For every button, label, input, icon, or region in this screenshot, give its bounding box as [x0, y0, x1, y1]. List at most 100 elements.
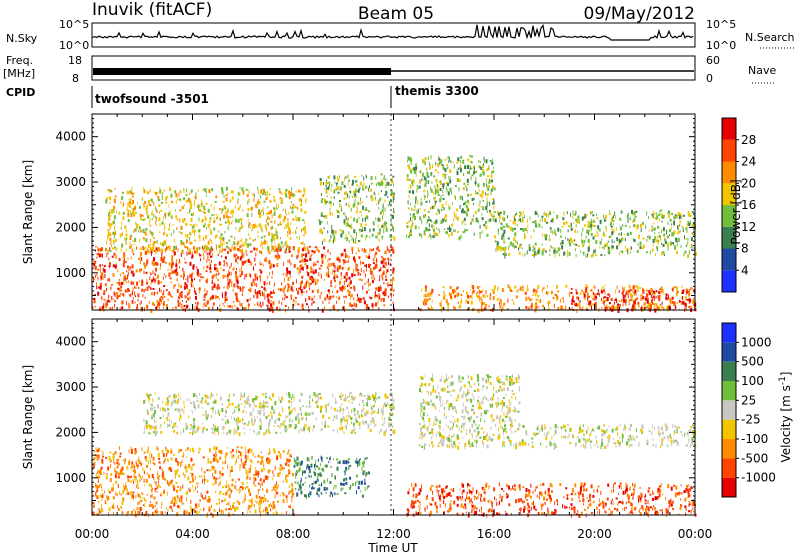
heatmap-cell — [465, 185, 467, 188]
heatmap-cell — [352, 179, 354, 184]
heatmap-cell — [160, 257, 163, 262]
heatmap-cell — [551, 246, 554, 249]
colorbar-segment — [722, 161, 736, 184]
heatmap-cell — [548, 214, 549, 218]
heatmap-cell — [245, 188, 248, 191]
heatmap-cell — [115, 247, 118, 251]
heatmap-cell — [620, 250, 623, 253]
heatmap-cell — [95, 249, 97, 252]
heatmap-cell — [424, 183, 427, 188]
heatmap-cell — [183, 204, 185, 207]
heatmap-cell — [109, 209, 111, 213]
heatmap-cell — [543, 212, 545, 215]
heatmap-cell — [382, 272, 385, 276]
heatmap-cell — [193, 246, 195, 251]
heatmap-cell — [355, 190, 358, 193]
heatmap-cell — [303, 226, 306, 230]
heatmap-cell — [491, 179, 494, 183]
heatmap-cell — [379, 231, 381, 235]
heatmap-cell — [428, 223, 430, 228]
heatmap-cell — [203, 471, 206, 474]
heatmap-cell — [183, 190, 185, 194]
heatmap-cell — [618, 300, 620, 302]
heatmap-cell — [413, 167, 416, 171]
heatmap-cell — [139, 247, 142, 251]
heatmap-cell — [385, 184, 387, 189]
power-heatmap — [92, 155, 697, 313]
heatmap-cell — [313, 262, 315, 267]
heatmap-cell — [262, 301, 264, 306]
heatmap-cell — [657, 239, 660, 242]
heatmap-cell — [174, 284, 177, 287]
heatmap-cell — [278, 256, 280, 259]
heatmap-cell — [129, 200, 131, 204]
heatmap-cell — [273, 207, 275, 210]
heatmap-cell — [266, 282, 268, 285]
heatmap-cell — [308, 305, 309, 308]
heatmap-cell — [259, 483, 261, 488]
heatmap-cell — [387, 248, 390, 251]
heatmap-cell — [116, 281, 119, 284]
heatmap-cell — [577, 245, 580, 247]
heatmap-cell — [377, 224, 379, 228]
heatmap-cell — [100, 247, 103, 252]
heatmap-cell — [613, 215, 615, 219]
heatmap-cell — [114, 451, 117, 455]
heatmap-cell — [172, 453, 175, 456]
heatmap-cell — [248, 261, 251, 264]
heatmap-cell — [612, 219, 615, 222]
heatmap-cell — [110, 223, 113, 226]
heatmap-cell — [263, 494, 265, 497]
heatmap-cell — [176, 271, 179, 276]
heatmap-cell — [105, 300, 107, 305]
heatmap-cell — [143, 264, 146, 269]
heatmap-cell — [555, 294, 558, 296]
heatmap-cell — [354, 198, 356, 202]
heatmap-cell — [456, 287, 459, 290]
heatmap-cell — [693, 226, 695, 231]
heatmap-cell — [534, 251, 536, 256]
heatmap-cell — [248, 468, 251, 471]
heatmap-cell — [267, 206, 269, 209]
heatmap-cell — [145, 271, 148, 274]
heatmap-cell — [101, 510, 104, 513]
heatmap-cell — [124, 275, 127, 278]
heatmap-cell — [202, 497, 205, 500]
heatmap-cell — [126, 206, 128, 211]
heatmap-cell — [375, 217, 377, 221]
heatmap-cell — [205, 202, 208, 205]
heatmap-cell — [329, 262, 331, 267]
heatmap-cell — [130, 448, 133, 453]
heatmap-cell — [155, 267, 157, 272]
heatmap-cell — [287, 473, 289, 477]
heatmap-cell — [211, 504, 212, 508]
heatmap-cell — [330, 281, 331, 284]
heatmap-cell — [457, 167, 459, 170]
heatmap-cell — [550, 212, 552, 216]
heatmap-cell — [184, 234, 186, 238]
heatmap-cell — [166, 491, 168, 496]
heatmap-cell — [502, 253, 505, 256]
heatmap-cell — [688, 212, 690, 217]
heatmap-cell — [515, 295, 518, 299]
heatmap-cell — [194, 196, 197, 200]
heatmap-cell — [379, 275, 381, 279]
heatmap-cell — [183, 274, 185, 278]
heatmap-cell — [128, 461, 131, 465]
heatmap-cell — [198, 287, 201, 291]
heatmap-cell — [605, 225, 607, 229]
heatmap-cell — [392, 198, 394, 203]
heatmap-cell — [296, 267, 299, 271]
heatmap-cell — [263, 479, 265, 483]
heatmap-cell — [377, 289, 380, 292]
heatmap-cell — [355, 305, 358, 308]
heatmap-cell — [231, 483, 234, 487]
heatmap-cell — [279, 197, 282, 200]
heatmap-cell — [258, 501, 261, 506]
heatmap-cell — [185, 491, 188, 495]
heatmap-cell — [96, 472, 98, 476]
heatmap-cell — [249, 505, 252, 508]
heatmap-cell — [133, 208, 135, 212]
heatmap-cell — [628, 291, 630, 294]
heatmap-cell — [134, 237, 137, 242]
